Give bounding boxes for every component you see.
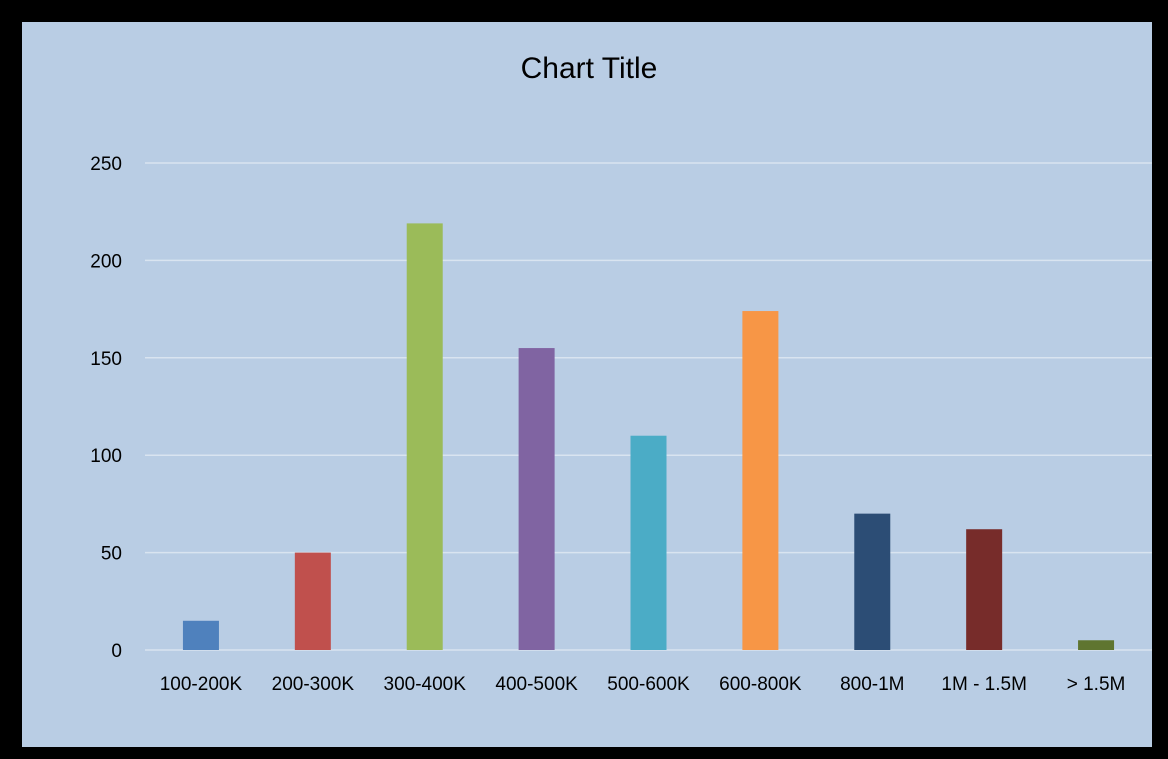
bar-2 (295, 553, 331, 650)
y-tick-label: 250 (90, 154, 122, 175)
x-tick-label: 100-200K (160, 674, 243, 695)
bar-3 (407, 223, 443, 650)
x-tick-label: > 1.5M (1067, 674, 1126, 695)
y-tick-label: 100 (90, 446, 122, 467)
y-tick-label: 0 (111, 641, 122, 662)
y-axis-ticks: 0 50 100 150 200 250 (90, 154, 122, 662)
bar-7 (854, 514, 890, 650)
bar-5 (631, 436, 667, 650)
bar-6 (742, 311, 778, 650)
x-tick-label: 600-800K (719, 674, 802, 695)
x-axis-ticks: 100-200K 200-300K 300-400K 400-500K 500-600K… (160, 674, 1126, 695)
y-tick-label: 200 (90, 251, 122, 272)
bar-4 (519, 348, 555, 650)
x-tick-label: 500-600K (607, 674, 690, 695)
x-tick-label: 200-300K (272, 674, 355, 695)
x-tick-label: 800-1M (840, 674, 904, 695)
y-tick-label: 150 (90, 349, 122, 370)
bar-9 (1078, 640, 1114, 650)
x-tick-label: 1M - 1.5M (941, 674, 1027, 695)
x-tick-label: 300-400K (384, 674, 467, 695)
bar-1 (183, 621, 219, 650)
x-tick-label: 400-500K (495, 674, 578, 695)
bars (183, 223, 1114, 650)
bar-8 (966, 529, 1002, 650)
y-tick-label: 50 (101, 544, 122, 565)
chart-title: Chart Title (521, 52, 658, 85)
